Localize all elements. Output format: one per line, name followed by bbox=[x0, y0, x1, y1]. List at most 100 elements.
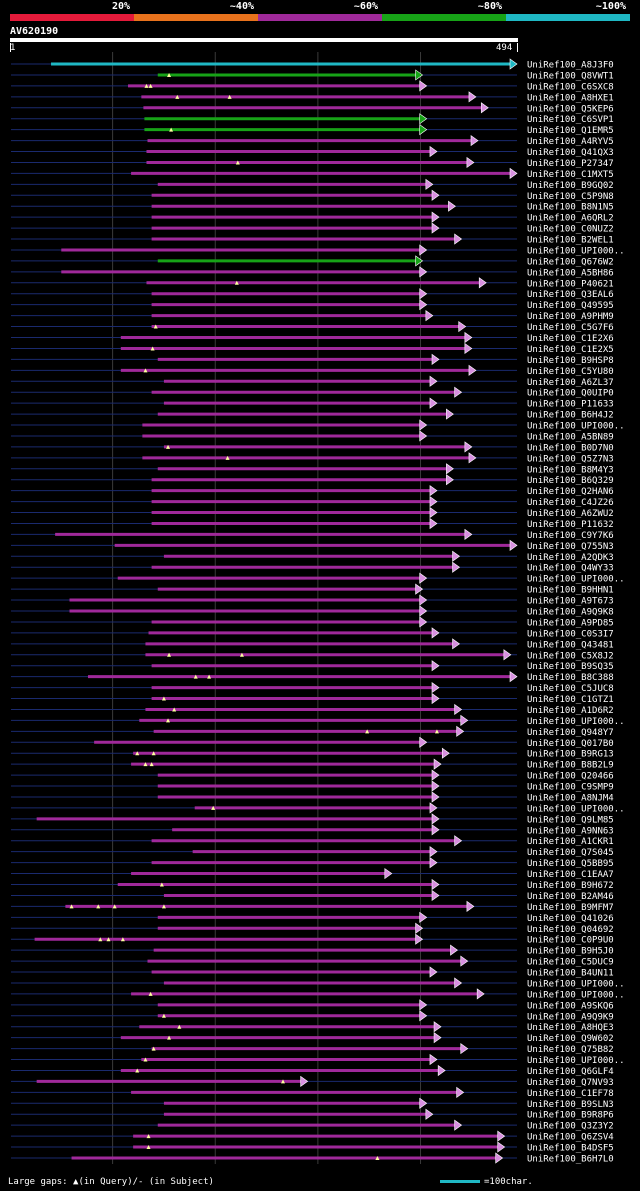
hit-label[interactable]: UniRef100_A9PD85 bbox=[527, 618, 614, 628]
hit-label[interactable]: UniRef100_Q948Y7 bbox=[527, 728, 614, 738]
hit-label[interactable]: UniRef100_Q7S045 bbox=[527, 848, 614, 858]
hit-row-52[interactable]: UniRef100_C0S3I7 bbox=[11, 627, 614, 640]
hit-label[interactable]: UniRef100_Q3Z3Y2 bbox=[527, 1122, 614, 1132]
hit-row-58[interactable]: UniRef100_C1GTZ1 bbox=[11, 692, 614, 706]
hit-row-50[interactable]: UniRef100_A9Q9K8 bbox=[11, 605, 614, 618]
hit-label[interactable]: UniRef100_C5X8J2 bbox=[527, 651, 614, 661]
hit-label[interactable]: UniRef100_P40621 bbox=[527, 279, 614, 289]
hit-row-53[interactable]: UniRef100_Q43481 bbox=[11, 638, 614, 651]
hit-label[interactable]: UniRef100_A5BN89 bbox=[527, 432, 614, 442]
hit-row-76[interactable]: UniRef100_B2AM46 bbox=[11, 889, 614, 902]
hit-label[interactable]: UniRef100_A8J3F0 bbox=[527, 61, 614, 71]
hit-row-72[interactable]: UniRef100_Q7S045 bbox=[11, 846, 614, 859]
hit-label[interactable]: UniRef100_Q5KEP6 bbox=[527, 104, 614, 114]
hit-label[interactable]: UniRef100_Q3EAL6 bbox=[527, 290, 614, 300]
hit-label[interactable]: UniRef100_A9NN63 bbox=[527, 826, 614, 836]
hit-label[interactable]: UniRef100_C1EAA7 bbox=[527, 870, 614, 880]
hit-label[interactable]: UniRef100_C5P9N8 bbox=[527, 192, 614, 202]
hit-label[interactable]: UniRef100_Q9LM85 bbox=[527, 815, 614, 825]
hit-row-90[interactable]: UniRef100_Q75B82 bbox=[11, 1043, 614, 1056]
hit-row-81[interactable]: UniRef100_B9H5J0 bbox=[11, 944, 614, 957]
hit-row-77[interactable]: UniRef100_B9MFM7 bbox=[11, 900, 614, 913]
hit-row-68[interactable]: UniRef100_UPI000.. bbox=[11, 802, 625, 815]
hit-label[interactable]: UniRef100_A1D6R2 bbox=[527, 706, 614, 716]
hit-label[interactable]: UniRef100_C4JZ26 bbox=[527, 498, 614, 508]
hit-row-61[interactable]: UniRef100_Q948Y7 bbox=[11, 725, 614, 738]
hit-row-46[interactable]: UniRef100_Q4WY33 bbox=[11, 561, 614, 574]
hit-label[interactable]: UniRef100_A9Q9K8 bbox=[527, 608, 614, 618]
hit-label[interactable]: UniRef100_A9Q9K9 bbox=[527, 1012, 614, 1022]
hit-row-83[interactable]: UniRef100_B4UN11 bbox=[11, 966, 614, 979]
hit-label[interactable]: UniRef100_Q7NV93 bbox=[527, 1078, 614, 1088]
hit-label[interactable]: UniRef100_A9PHM9 bbox=[527, 312, 614, 322]
hit-label[interactable]: UniRef100_P11633 bbox=[527, 400, 614, 410]
hit-row-91[interactable]: UniRef100_UPI000.. bbox=[11, 1053, 625, 1067]
hit-row-67[interactable]: UniRef100_A8NJM4 bbox=[11, 791, 614, 804]
hit-row-28[interactable]: UniRef100_C5YU80 bbox=[11, 364, 614, 377]
hit-label[interactable]: UniRef100_C1E2X6 bbox=[527, 334, 614, 344]
hit-label[interactable]: UniRef100_Q4WY33 bbox=[527, 564, 614, 574]
hit-row-87[interactable]: UniRef100_A9Q9K9 bbox=[11, 1010, 614, 1023]
hit-row-54[interactable]: UniRef100_C5X8J2 bbox=[11, 649, 614, 662]
hit-row-80[interactable]: UniRef100_C0P9U0 bbox=[11, 933, 614, 946]
hit-row-69[interactable]: UniRef100_Q9LM85 bbox=[11, 813, 614, 826]
hit-label[interactable]: UniRef100_Q2HAN6 bbox=[527, 487, 614, 497]
hit-row-27[interactable]: UniRef100_B9HSP8 bbox=[11, 353, 614, 366]
hit-label[interactable]: UniRef100_C5JUC8 bbox=[527, 684, 614, 694]
hit-label[interactable]: UniRef100_Q755N3 bbox=[527, 542, 614, 552]
hit-label[interactable]: UniRef100_C0NUZ2 bbox=[527, 225, 614, 235]
hit-row-42[interactable]: UniRef100_P11632 bbox=[11, 517, 614, 530]
hit-row-93[interactable]: UniRef100_Q7NV93 bbox=[11, 1075, 614, 1088]
hit-label[interactable]: UniRef100_B9MFM7 bbox=[527, 903, 614, 913]
hit-row-3[interactable]: UniRef100_A8HXE1 bbox=[11, 91, 614, 104]
hit-row-12[interactable]: UniRef100_C5P9N8 bbox=[11, 189, 614, 202]
hit-label[interactable]: UniRef100_B9HSP8 bbox=[527, 356, 614, 366]
hit-label[interactable]: UniRef100_UPI000.. bbox=[527, 990, 625, 1000]
hit-label[interactable]: UniRef100_C0S3I7 bbox=[527, 629, 614, 639]
hit-row-13[interactable]: UniRef100_B8N1N5 bbox=[11, 200, 614, 213]
hit-row-73[interactable]: UniRef100_Q5BB95 bbox=[11, 857, 614, 870]
hit-label[interactable]: UniRef100_C5DUC9 bbox=[527, 958, 614, 968]
hit-label[interactable]: UniRef100_C6SXC8 bbox=[527, 82, 614, 92]
hit-label[interactable]: UniRef100_C1EF78 bbox=[527, 1089, 614, 1099]
hit-row-48[interactable]: UniRef100_B9HHN1 bbox=[11, 583, 614, 596]
hit-row-23[interactable]: UniRef100_A9PHM9 bbox=[11, 310, 614, 323]
hit-row-5[interactable]: UniRef100_C6SVP1 bbox=[11, 113, 614, 126]
hit-row-20[interactable]: UniRef100_P40621 bbox=[11, 277, 614, 290]
hit-label[interactable]: UniRef100_UPI000.. bbox=[527, 1056, 625, 1066]
hit-row-51[interactable]: UniRef100_A9PD85 bbox=[11, 616, 614, 629]
hit-label[interactable]: UniRef100_Q75B82 bbox=[527, 1045, 614, 1055]
hit-label[interactable]: UniRef100_A9T673 bbox=[527, 597, 614, 607]
hit-row-26[interactable]: UniRef100_C1E2X5 bbox=[11, 342, 614, 355]
hit-label[interactable]: UniRef100_B4UN11 bbox=[527, 969, 614, 979]
hit-row-4[interactable]: UniRef100_Q5KEP6 bbox=[11, 102, 614, 115]
hit-row-75[interactable]: UniRef100_B9H672 bbox=[11, 878, 614, 892]
hit-row-6[interactable]: UniRef100_Q1EMR5 bbox=[11, 124, 614, 137]
hit-label[interactable]: UniRef100_A8NJM4 bbox=[527, 793, 614, 803]
hit-label[interactable]: UniRef100_Q6ZSV4 bbox=[527, 1133, 614, 1143]
hit-row-97[interactable]: UniRef100_Q3Z3Y2 bbox=[11, 1119, 614, 1132]
hit-label[interactable]: UniRef100_A6QRL2 bbox=[527, 214, 614, 224]
hit-label[interactable]: UniRef100_Q6GLF4 bbox=[527, 1067, 614, 1077]
hit-row-100[interactable]: UniRef100_B6H7L0 bbox=[11, 1152, 614, 1165]
hit-row-14[interactable]: UniRef100_A6QRL2 bbox=[11, 211, 614, 224]
hit-row-85[interactable]: UniRef100_UPI000.. bbox=[11, 988, 625, 1001]
hit-row-70[interactable]: UniRef100_A9NN63 bbox=[11, 824, 614, 837]
hit-label[interactable]: UniRef100_B2AM46 bbox=[527, 892, 614, 902]
hit-label[interactable]: UniRef100_Q0UIP0 bbox=[527, 389, 614, 399]
hit-row-24[interactable]: UniRef100_C5G7F6 bbox=[11, 320, 614, 334]
hit-label[interactable]: UniRef100_Q676W2 bbox=[527, 257, 614, 267]
hit-label[interactable]: UniRef100_Q017B0 bbox=[527, 739, 614, 749]
hit-row-0[interactable]: UniRef100_A8J3F0 bbox=[11, 58, 614, 71]
hit-label[interactable]: UniRef100_Q8VWT1 bbox=[527, 71, 614, 81]
hit-label[interactable]: UniRef100_B9H672 bbox=[527, 881, 614, 891]
hit-row-44[interactable]: UniRef100_Q755N3 bbox=[11, 539, 614, 552]
hit-row-34[interactable]: UniRef100_A5BN89 bbox=[11, 430, 614, 443]
hit-row-22[interactable]: UniRef100_Q49595 bbox=[11, 299, 614, 312]
hit-row-66[interactable]: UniRef100_C9SMP9 bbox=[11, 780, 614, 793]
hit-row-79[interactable]: UniRef100_Q04692 bbox=[11, 922, 614, 935]
hit-row-29[interactable]: UniRef100_A6ZL37 bbox=[11, 375, 614, 388]
hit-row-11[interactable]: UniRef100_B9GQ02 bbox=[11, 178, 614, 191]
hit-row-63[interactable]: UniRef100_B9RG13 bbox=[11, 747, 614, 760]
hit-label[interactable]: UniRef100_C0P9U0 bbox=[527, 936, 614, 946]
